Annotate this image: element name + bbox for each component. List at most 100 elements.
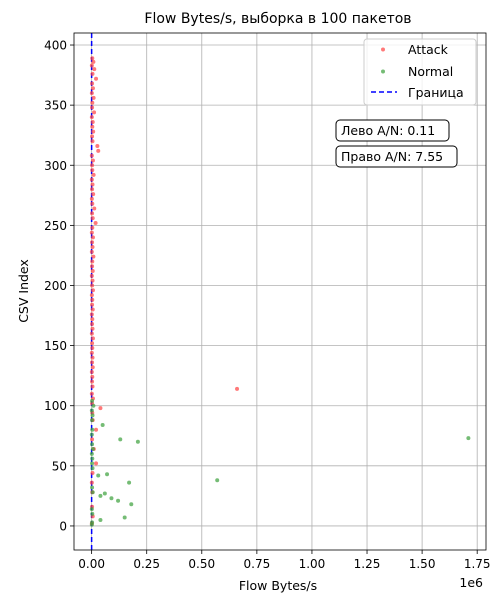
attack-point — [90, 201, 95, 206]
attack-point — [91, 95, 96, 100]
y-tick-label: 350 — [44, 99, 67, 113]
attack-point — [90, 374, 95, 379]
attack-point — [89, 153, 94, 158]
x-tick-label: 1.50 — [409, 557, 436, 571]
y-tick-label: 300 — [44, 159, 67, 173]
normal-point — [90, 485, 95, 490]
attack-point — [90, 163, 95, 168]
attack-point — [92, 206, 97, 211]
legend: Attack Normal Граница — [363, 38, 477, 106]
normal-point — [90, 398, 95, 403]
normal-point — [466, 436, 471, 441]
attack-point — [90, 81, 95, 86]
attack-point — [91, 192, 96, 197]
normal-point — [89, 522, 94, 527]
x-tick-label: 0.00 — [78, 557, 105, 571]
attack-point — [90, 134, 95, 139]
x-axis-label: Flow Bytes/s — [239, 578, 317, 593]
attack-point — [93, 220, 98, 225]
attack-point — [89, 480, 94, 485]
attack-point — [90, 182, 95, 187]
x-tick-label: 0.25 — [133, 557, 160, 571]
x-tick-label: 1.25 — [354, 557, 381, 571]
attack-point — [91, 129, 96, 134]
normal-point — [90, 490, 95, 495]
normal-point — [98, 493, 103, 498]
attack-point — [90, 105, 95, 110]
attack-point — [89, 331, 94, 336]
annotation-left-ratio: Лево A/N: 0.11 — [335, 119, 450, 142]
attack-point — [90, 71, 95, 76]
annotation-right-ratio: Право A/N: 7.55 — [335, 145, 458, 168]
attack-point — [90, 124, 95, 129]
attack-point — [90, 360, 95, 365]
normal-point — [129, 502, 134, 507]
attack-point — [90, 259, 95, 264]
normal-point — [122, 515, 127, 520]
attack-point — [90, 321, 95, 326]
normal-point — [90, 418, 95, 423]
attack-point — [90, 437, 95, 442]
attack-point — [91, 59, 96, 64]
attack-point — [90, 355, 95, 360]
x-tick-label: 0.50 — [188, 557, 215, 571]
attack-point — [89, 249, 94, 254]
attack-point — [90, 288, 95, 293]
attack-point — [94, 76, 99, 81]
attack-point — [90, 341, 95, 346]
attack-point — [95, 144, 100, 149]
chart-title: Flow Bytes/s, выборка в 100 пакетов — [144, 11, 411, 27]
attack-point — [90, 245, 95, 250]
annotation-left-ratio-text: Лево A/N: 0.11 — [341, 123, 435, 138]
x-axis-offset-label: 1e6 — [459, 575, 483, 590]
attack-point — [90, 278, 95, 283]
y-tick-label: 100 — [44, 399, 67, 413]
y-tick-label: 50 — [52, 459, 67, 473]
attack-point — [89, 391, 94, 396]
attack-point — [90, 264, 95, 269]
y-tick-label: 150 — [44, 339, 67, 353]
attack-point — [91, 172, 96, 177]
normal-point — [90, 456, 95, 461]
annotation-right-ratio-text: Право A/N: 7.55 — [341, 149, 443, 164]
attack-point — [90, 235, 95, 240]
attack-point — [89, 115, 94, 120]
attack-point — [89, 91, 94, 96]
attack-point — [90, 216, 95, 221]
normal-point — [96, 473, 101, 478]
normal-point — [116, 498, 121, 503]
x-tick-label: 1.75 — [464, 557, 491, 571]
normal-point — [89, 451, 94, 456]
attack-point — [89, 370, 94, 375]
legend-attack-label: Attack — [408, 42, 449, 57]
attack-point — [94, 461, 99, 466]
attack-point — [90, 211, 95, 216]
attack-point — [90, 336, 95, 341]
normal-point — [90, 466, 95, 471]
normal-point — [102, 491, 107, 496]
attack-point — [90, 100, 95, 105]
normal-point — [90, 413, 95, 418]
normal-point — [90, 447, 95, 452]
normal-point — [135, 439, 140, 444]
attack-point — [90, 471, 95, 476]
legend-attack-marker — [381, 47, 385, 52]
x-tick-label: 1.00 — [299, 557, 326, 571]
attack-point — [90, 283, 95, 288]
attack-point — [90, 225, 95, 230]
attack-point — [98, 406, 103, 411]
attack-point — [90, 326, 95, 331]
attack-point — [90, 168, 95, 173]
normal-point — [90, 427, 95, 432]
attack-point — [235, 386, 240, 391]
y-axis-label: CSV Index — [16, 259, 31, 323]
attack-point — [91, 254, 96, 259]
attack-point — [90, 139, 95, 144]
ticks: 0.00 0.25 0.50 0.75 1.00 1.25 1.50 1.75 0 50 100 15… — [44, 39, 490, 571]
legend-normal-label: Normal — [408, 64, 453, 79]
normal-point — [109, 496, 114, 501]
normal-point — [215, 478, 220, 483]
attack-point — [90, 187, 95, 192]
attack-point — [96, 148, 101, 153]
